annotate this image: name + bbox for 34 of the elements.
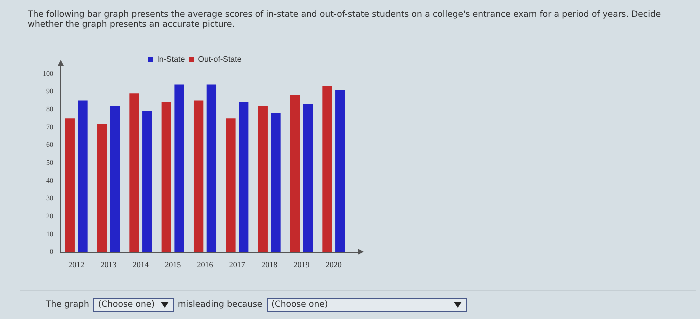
bar [78, 100, 88, 252]
x-tick-label: 2019 [294, 260, 310, 270]
bar [97, 124, 108, 252]
bar [110, 106, 120, 252]
x-tick-label: 2015 [165, 260, 182, 270]
bar [271, 113, 281, 252]
x-tick-label: 2018 [262, 260, 278, 270]
bar [65, 118, 75, 252]
bar [142, 111, 152, 252]
bar [290, 95, 300, 252]
text: misleading because [178, 300, 263, 310]
bar [162, 102, 172, 252]
x-tick-label: 2012 [68, 260, 85, 270]
bar [206, 84, 217, 252]
bar [194, 100, 204, 252]
legend-label: Out-of-State [198, 55, 242, 64]
x-tick-label: 2020 [326, 260, 342, 270]
legend-label: In-State [157, 55, 186, 64]
text: The graph [46, 300, 90, 310]
bar [130, 94, 140, 252]
x-tick-label: 2017 [229, 260, 246, 270]
bar [322, 86, 332, 252]
chart-title: The following bar graph presents the average scores of in-state and out-of-state students on a college's entrance exam for a period of years. Decide whether the graph presents an accurate picture. [28, 10, 662, 30]
x-tick-label: 2014 [132, 260, 149, 270]
bar [303, 104, 314, 252]
bar [336, 90, 346, 252]
bar [226, 118, 236, 252]
x-tick-label: 2016 [197, 260, 214, 270]
dropdown: (Choose one) [93, 298, 174, 312]
dropdown: (Choose one) [266, 298, 467, 312]
bar [258, 106, 268, 252]
x-tick-label: 2013 [100, 260, 117, 270]
bar [239, 102, 249, 252]
bar [174, 84, 184, 252]
